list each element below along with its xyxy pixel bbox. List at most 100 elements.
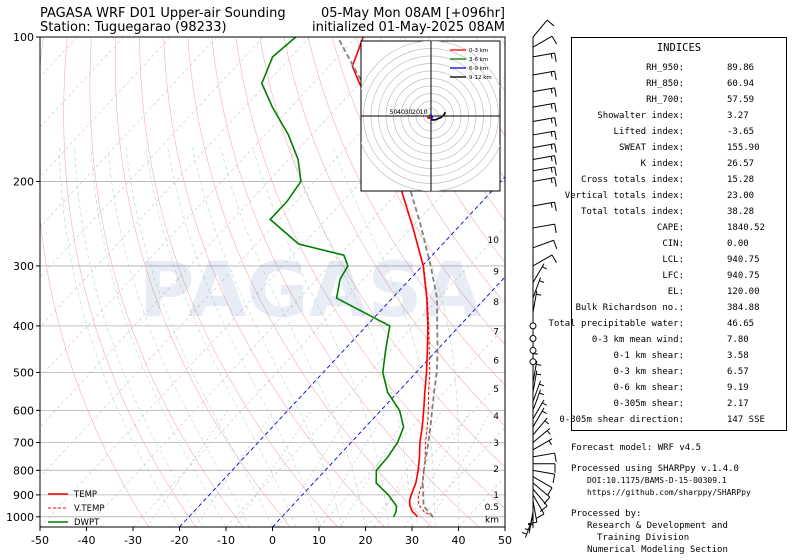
index-row: Showalter index: 3.27 bbox=[572, 111, 786, 127]
wind-barb-half-flag bbox=[550, 202, 553, 208]
index-label: 0-305m shear: bbox=[613, 399, 684, 409]
index-row: Total precipitable water: 46.65 bbox=[549, 319, 786, 335]
moist-adiabat bbox=[58, 147, 180, 527]
index-row: Bulk Richardson no.: 384.88 bbox=[572, 303, 786, 319]
dry-adiabat bbox=[187, 37, 433, 527]
hodograph-ring-label: 20 bbox=[412, 108, 420, 116]
index-label: Cross totals index: bbox=[581, 175, 684, 185]
wind-barb-half-flag bbox=[550, 167, 553, 173]
legend-label: DWPT bbox=[74, 518, 100, 528]
processed-by: Processed by: bbox=[571, 509, 642, 519]
isotherm-line bbox=[40, 37, 78, 78]
x-tick-label: -30 bbox=[124, 534, 142, 547]
indices-title: INDICES bbox=[656, 42, 702, 54]
station-label: Station: Tuguegarao (98233) bbox=[40, 20, 227, 35]
wind-barb bbox=[532, 482, 551, 498]
org-line-3: Numerical Modeling Section bbox=[587, 545, 728, 555]
valid-time: 05-May Mon 08AM [+096hr] bbox=[321, 6, 505, 21]
wind-barb-flag bbox=[553, 240, 558, 249]
height-km-label: 8 bbox=[493, 298, 499, 308]
index-value: 2.17 bbox=[727, 399, 749, 409]
index-row: Total totals index: 38.28 bbox=[572, 207, 786, 223]
wind-barb-half-flag bbox=[539, 392, 545, 396]
dry-adiabat bbox=[211, 37, 480, 527]
x-tick-label: -50 bbox=[31, 534, 49, 547]
wind-barb-half-flag bbox=[539, 383, 545, 387]
height-km-label: 1 bbox=[493, 491, 499, 501]
wind-barb-flag bbox=[554, 452, 557, 463]
index-label: LCL: bbox=[662, 255, 684, 265]
wind-barb bbox=[532, 223, 555, 229]
repo-url: https://github.com/sharppy/SHARPpy bbox=[587, 488, 751, 497]
mixing-ratio-line bbox=[195, 410, 275, 527]
index-row: CAPE: 1840.52 bbox=[572, 223, 786, 239]
index-value: 46.65 bbox=[727, 319, 755, 329]
wind-barb-half-flag bbox=[524, 528, 530, 531]
y-tick-label: 1000 bbox=[6, 511, 34, 524]
moist-adiabat bbox=[125, 147, 273, 527]
wind-barb bbox=[532, 389, 541, 411]
height-km-label: 10 bbox=[488, 236, 500, 246]
wind-barb-half-flag bbox=[550, 88, 553, 94]
wind-barb bbox=[532, 438, 553, 451]
index-label: RH_700: bbox=[646, 95, 684, 105]
legend-label: TEMP bbox=[73, 490, 97, 500]
wind-barb-flag bbox=[554, 131, 557, 141]
wind-barb-half-flag bbox=[550, 53, 553, 59]
footer-info: Forecast model: WRF v4.5 Processed using… bbox=[571, 442, 796, 556]
index-label: K index: bbox=[640, 159, 684, 169]
dry-adiabat bbox=[40, 37, 150, 527]
wind-barb-flag bbox=[554, 166, 557, 176]
wind-barb-flag bbox=[547, 487, 553, 496]
wind-barb-half-flag bbox=[550, 103, 553, 109]
index-value: 120.00 bbox=[727, 287, 760, 297]
moist-adiabat bbox=[107, 147, 250, 527]
dry-adiabat bbox=[235, 37, 505, 509]
dry-adiabat bbox=[355, 37, 505, 305]
dry-adiabat bbox=[139, 37, 338, 527]
wind-barb-flag bbox=[554, 103, 557, 113]
wind-barb-flag bbox=[554, 177, 557, 187]
index-row: 0-305m shear direction: 147 SSE bbox=[559, 415, 786, 431]
wind-barb-flag bbox=[554, 224, 557, 234]
y-tick-label: 200 bbox=[13, 175, 34, 188]
index-label: EL: bbox=[667, 287, 684, 297]
wind-barb bbox=[532, 452, 555, 458]
x-tick-label: 40 bbox=[452, 534, 466, 547]
index-row: RH_700: 57.59 bbox=[572, 95, 786, 111]
moist-adiabat bbox=[220, 147, 366, 527]
index-row: 0-3 km shear: 6.57 bbox=[572, 367, 786, 383]
index-value: 384.88 bbox=[727, 303, 760, 313]
index-label: Vertical totals index: bbox=[564, 191, 684, 201]
height-km-label: 2 bbox=[493, 465, 499, 475]
wind-barb-half-flag bbox=[542, 402, 547, 406]
wind-barb-flag bbox=[554, 87, 557, 97]
index-value: 940.75 bbox=[727, 271, 760, 281]
y-tick-label: 100 bbox=[13, 31, 34, 44]
init-time: initialized 01-May-2025 08AM bbox=[311, 20, 505, 35]
wind-barb bbox=[532, 155, 555, 160]
wind-barb-half-flag bbox=[521, 532, 527, 535]
wind-barb-half-flag bbox=[546, 430, 551, 435]
wind-barb-half-flag bbox=[550, 71, 553, 77]
index-value: 940.75 bbox=[727, 255, 760, 265]
index-value: 15.28 bbox=[727, 175, 755, 185]
index-row: RH_950: 89.86 bbox=[572, 63, 786, 79]
index-value: -3.65 bbox=[727, 127, 755, 137]
index-label: Showalter index: bbox=[597, 111, 684, 121]
wind-barb-flag bbox=[554, 155, 557, 165]
height-km-label: km bbox=[485, 516, 499, 526]
indices-panel: INDICES RH_950: 89.86 RH_850: 60.94 RH_700: 5… bbox=[549, 37, 787, 431]
wind-barb bbox=[532, 290, 538, 313]
index-row: K index: 26.57 bbox=[572, 159, 786, 175]
wind-barb-half-flag bbox=[539, 280, 545, 283]
height-km-label: 6 bbox=[493, 356, 499, 366]
forecast-model: Forecast model: WRF v4.5 bbox=[571, 443, 702, 453]
wind-barb bbox=[532, 500, 538, 523]
wind-barb-half-flag bbox=[548, 440, 552, 446]
moist-adiabat bbox=[74, 147, 204, 527]
index-value: 89.86 bbox=[727, 63, 755, 73]
doi-text: DOI:10.1175/BAMS-D-15-00309.1 bbox=[587, 476, 727, 485]
wind-barb-half-flag bbox=[550, 178, 553, 184]
profile-line-dwpt bbox=[260, 37, 405, 518]
